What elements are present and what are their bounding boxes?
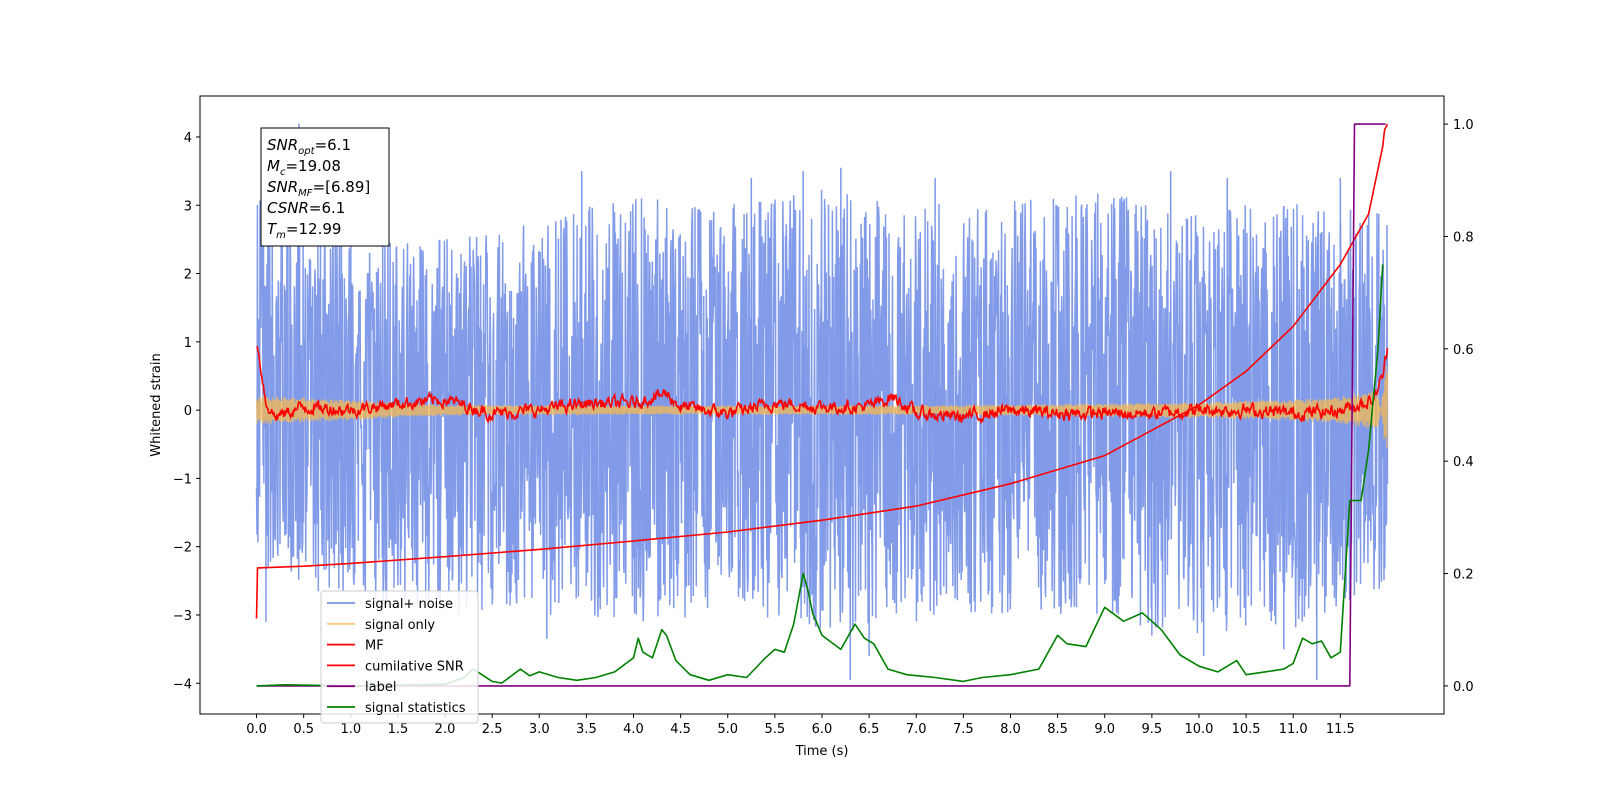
x-tick-label: 5.0 — [717, 722, 738, 737]
x-tick-label: 6.5 — [859, 722, 880, 737]
y-tick-label: −4 — [173, 677, 192, 692]
y-tick-label: −1 — [173, 472, 192, 487]
x-tick-label: 10.5 — [1232, 722, 1261, 737]
legend-frame — [320, 590, 479, 724]
legend-entry: label — [365, 680, 396, 695]
y-tick-label: 3 — [184, 199, 192, 214]
x-tick-label: 9.0 — [1094, 722, 1115, 737]
x-tick-label: 2.5 — [482, 722, 503, 737]
legend-entry: signal+ noise — [365, 597, 453, 612]
x-tick-label: 10.0 — [1184, 722, 1213, 737]
legend-entry: cumilative SNR — [365, 659, 464, 674]
y-tick-label: −2 — [173, 541, 192, 556]
x-tick-label: 1.0 — [340, 722, 361, 737]
annotation-box-frame — [260, 127, 390, 247]
legend-entry: signal only — [365, 618, 435, 633]
x-tick-label: 5.5 — [765, 722, 786, 737]
x-tick-label: 6.0 — [812, 722, 833, 737]
x-tick-label: 11.5 — [1326, 722, 1355, 737]
annotation-line: CSNR=6.1 — [267, 199, 345, 217]
x-tick-label: 7.5 — [953, 722, 974, 737]
x-axis-label: Time (s) — [795, 744, 849, 759]
y-axis-left: −4 −3 −2 −1 0 1 2 3 4 — [173, 131, 200, 692]
y-tick-label: 0 — [184, 404, 192, 419]
y2-tick-label: 0.8 — [1453, 230, 1474, 245]
legend-entry: MF — [365, 639, 384, 654]
series-signal-noise — [255, 189, 1389, 634]
x-tick-label: 4.0 — [623, 722, 644, 737]
x-tick-label: 0.0 — [246, 722, 267, 737]
x-tick-label: 4.5 — [670, 722, 691, 737]
y2-tick-label: 0.2 — [1453, 568, 1474, 583]
x-tick-label: 9.5 — [1142, 722, 1163, 737]
x-tick-label: 7.0 — [906, 722, 927, 737]
series-cumilative-snr — [255, 123, 1389, 619]
x-tick-label: 11.0 — [1279, 722, 1308, 737]
y2-tick-label: 0.4 — [1453, 455, 1474, 470]
series-layer — [255, 123, 1389, 687]
annotation-line: Mc=19.08 — [267, 157, 341, 178]
legend: signal+ noise signal only MF cumilative SNR… — [320, 590, 479, 724]
y-tick-label: −3 — [173, 609, 192, 624]
y-axis-label: Whitened strain — [149, 353, 164, 456]
x-tick-label: 3.5 — [576, 722, 597, 737]
y-tick-label: 4 — [184, 131, 192, 146]
annotation-line: SNRopt=6.1 — [267, 136, 351, 157]
x-axis: 0.0 0.5 1.0 1.5 2.0 2.5 3.0 3.5 4.0 4.5 5.0 5.5 6.0 6… — [246, 714, 1355, 737]
annotation-line: SNRMF=[6.89] — [267, 178, 370, 199]
annotation-line: Tm=12.99 — [267, 220, 341, 241]
series-label — [256, 123, 1386, 687]
y2-tick-label: 1.0 — [1453, 118, 1474, 133]
legend-entry: signal statistics — [365, 701, 466, 716]
x-tick-label: 8.5 — [1047, 722, 1068, 737]
x-tick-label: 1.5 — [388, 722, 409, 737]
x-tick-label: 0.5 — [293, 722, 314, 737]
y-axis-right: 0.0 0.2 0.4 0.6 0.8 1.0 — [1444, 118, 1474, 695]
y-tick-label: 1 — [184, 336, 192, 351]
y2-tick-label: 0.6 — [1453, 343, 1474, 358]
x-tick-label: 8.0 — [1000, 722, 1021, 737]
series-signal-statistics — [256, 264, 1384, 687]
y2-tick-label: 0.0 — [1453, 680, 1474, 695]
y-tick-label: 2 — [184, 268, 192, 283]
series-mf — [255, 345, 1389, 425]
x-tick-label: 2.0 — [435, 722, 456, 737]
x-tick-label: 3.0 — [529, 722, 550, 737]
